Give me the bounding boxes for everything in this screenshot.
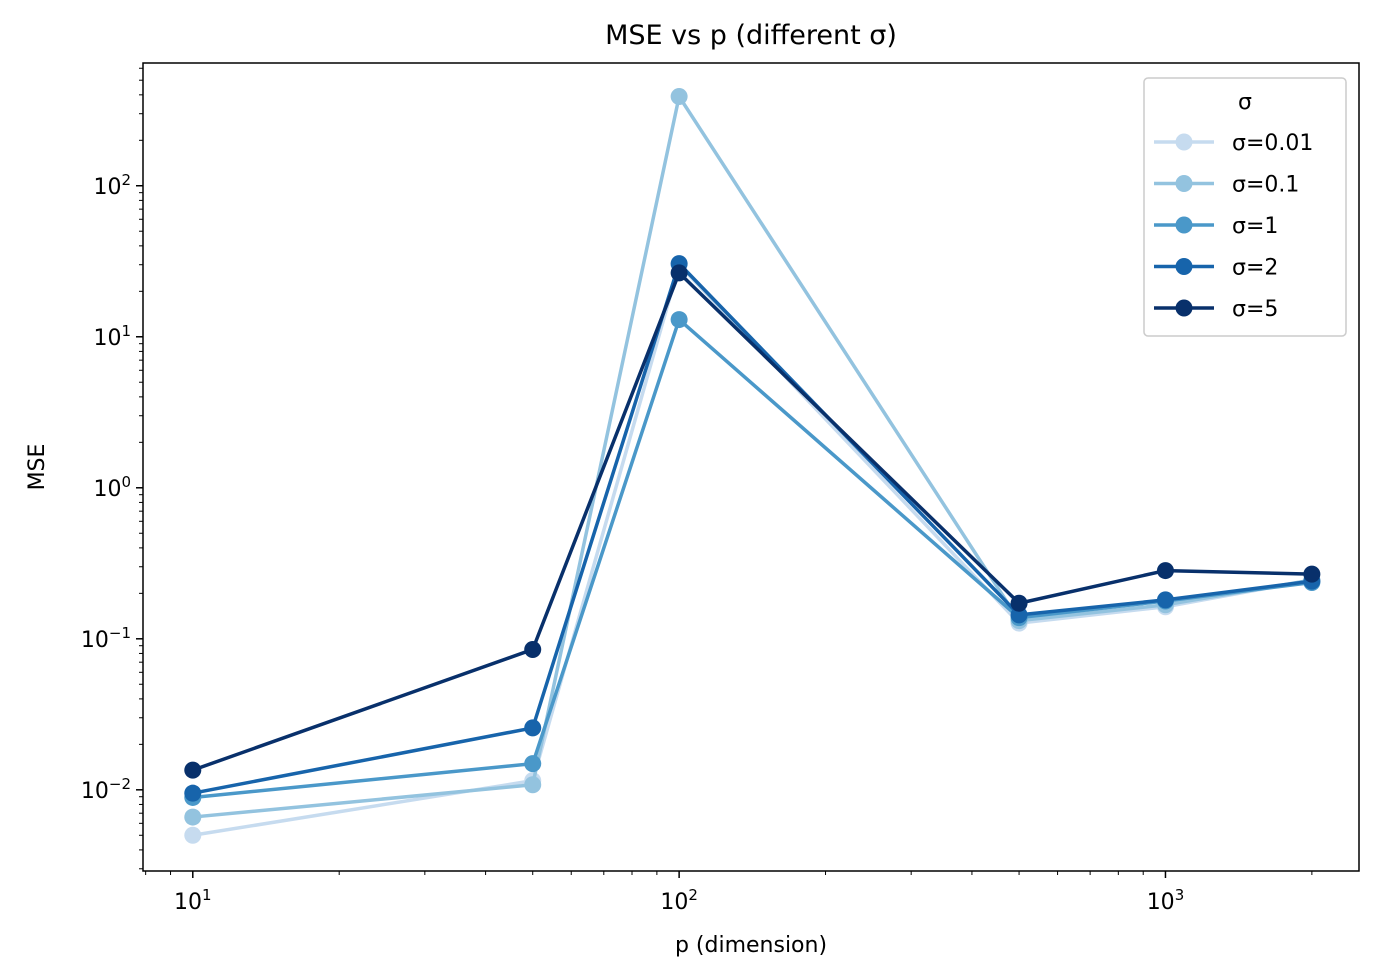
data-point [1010, 606, 1028, 624]
y-tick-label: 102 [93, 171, 131, 200]
legend-marker [1175, 299, 1193, 317]
series-line [192, 271, 1312, 772]
y-axis-label: MSE [25, 444, 50, 491]
data-point [1303, 565, 1321, 583]
data-point [524, 776, 542, 794]
chart-title: MSE vs p (different σ) [605, 20, 897, 51]
legend-marker [1175, 133, 1193, 151]
data-point [524, 719, 542, 737]
x-tick-label: 101 [174, 886, 212, 915]
legend-label: σ=2 [1232, 256, 1278, 281]
y-tick-label: 10−1 [81, 624, 131, 653]
data-point [524, 640, 542, 658]
series-5 [184, 264, 1321, 779]
y-tick-label: 100 [93, 473, 131, 502]
legend-entry: σ=0.1 [1154, 173, 1299, 198]
y-tick-label: 101 [93, 322, 131, 351]
data-point [184, 808, 202, 826]
legend-label: σ=0.01 [1232, 131, 1313, 156]
legend-entry: σ=1 [1154, 214, 1278, 239]
legend-entry: σ=2 [1154, 256, 1278, 281]
x-tick-label: 102 [660, 886, 698, 915]
data-point [1156, 591, 1174, 609]
data-point [670, 311, 688, 329]
legend-label: σ=1 [1232, 214, 1278, 239]
axes-frame [142, 62, 1360, 872]
legend-marker [1175, 258, 1193, 275]
data-point [1156, 562, 1174, 580]
data-point [670, 88, 688, 106]
series-line [192, 94, 1313, 819]
data-point [1010, 594, 1028, 612]
legend-entry: σ=0.01 [1154, 131, 1313, 156]
x-axis-label: p (dimension) [675, 933, 827, 958]
data-point [524, 755, 542, 773]
legend: σ σ=0.01 σ=0.1 σ=1 σ=2 σ=5 [1143, 77, 1347, 337]
y-tick-label: 10−2 [81, 775, 131, 804]
legend-entry: σ=5 [1154, 297, 1278, 322]
legend-marker [1175, 175, 1193, 192]
legend-label: σ=5 [1232, 297, 1278, 322]
data-point [670, 264, 688, 282]
legend-title: σ [1238, 90, 1252, 115]
plot-area: 101 102 103 10−2 10−1 100 101 102 [81, 67, 1321, 915]
legend-marker [1175, 216, 1193, 234]
data-point [184, 826, 202, 844]
x-tick-label: 103 [1147, 886, 1185, 915]
data-point [184, 784, 202, 802]
data-point [184, 761, 202, 779]
legend-label: σ=0.1 [1232, 173, 1299, 198]
